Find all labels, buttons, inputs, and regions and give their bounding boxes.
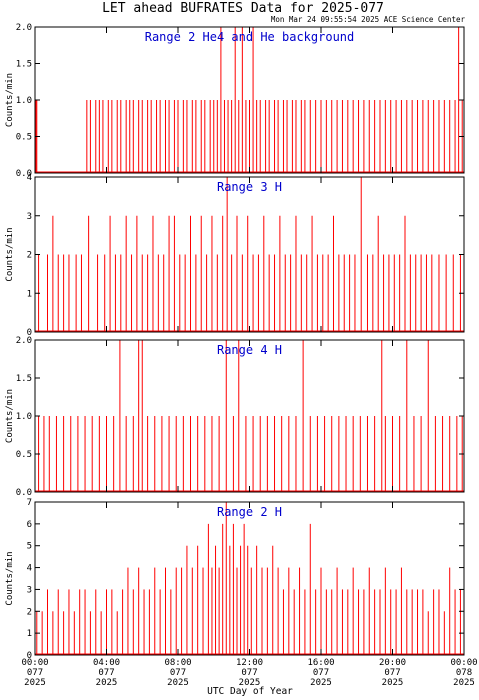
- y-tick-label: 0.0: [16, 488, 32, 498]
- y-tick-label: 1.5: [16, 374, 32, 384]
- y-tick-label: 7: [27, 498, 32, 508]
- x-axis-label: UTC Day of Year: [207, 686, 293, 697]
- y-tick-label: 0.5: [16, 133, 32, 143]
- x-tick-label: 08:00: [164, 658, 191, 668]
- x-tick-label: 2025: [453, 678, 475, 688]
- y-axis-label: Counts/min: [5, 551, 15, 605]
- x-tick-label: 2025: [167, 678, 189, 688]
- y-tick-label: 1.5: [16, 60, 32, 70]
- y-tick-label: 5: [27, 542, 32, 552]
- y-tick-label: 6: [27, 520, 32, 530]
- y-tick-label: 0: [27, 328, 32, 338]
- y-tick-label: 0.0: [16, 169, 32, 179]
- y-tick-label: 1: [27, 289, 32, 299]
- x-tick-label: 077: [241, 668, 257, 678]
- y-tick-label: 2: [27, 607, 32, 617]
- chart-title: LET ahead BUFRATES Data for 2025-077: [102, 1, 384, 16]
- x-tick-label: 00:00: [21, 658, 48, 668]
- panels-group: 0.0 0.5 1.0 1.5 2.0 Range 2 He4 and He backgr…: [5, 23, 478, 688]
- x-tick-label: 077: [170, 668, 186, 678]
- x-tick-label: 078: [456, 668, 472, 678]
- y-axis-label: Counts/min: [5, 73, 15, 127]
- panel-label: Range 3 H: [217, 180, 282, 194]
- y-tick-label: 4: [27, 564, 32, 574]
- y-tick-label: 0: [27, 651, 32, 661]
- y-tick-label: 2: [27, 251, 32, 261]
- x-tick-label: 077: [384, 668, 400, 678]
- y-tick-label: 1.0: [16, 96, 32, 106]
- panel-label: Range 4 H: [217, 343, 282, 357]
- y-axis-label: Counts/min: [5, 227, 15, 281]
- y-tick-label: 2.0: [16, 23, 32, 33]
- y-tick-label: 2.0: [16, 336, 32, 346]
- x-tick-label: 2025: [24, 678, 46, 688]
- y-tick-label: 0.5: [16, 450, 32, 460]
- x-tick-label: 077: [98, 668, 114, 678]
- x-tick-label: 2025: [382, 678, 404, 688]
- x-tick-label: 00:00: [450, 658, 477, 668]
- x-tick-label: 077: [27, 668, 43, 678]
- chart-timestamp: Mon Mar 24 09:55:54 2025 ACE Science Cen…: [271, 15, 466, 24]
- x-tick-label: 2025: [96, 678, 118, 688]
- x-tick-label: 16:00: [307, 658, 334, 668]
- y-tick-label: 4: [27, 173, 32, 183]
- y-tick-label: 3: [27, 212, 32, 222]
- y-tick-label: 1: [27, 629, 32, 639]
- y-tick-label: 1.0: [16, 412, 32, 422]
- y-axis-label: Counts/min: [5, 389, 15, 443]
- panel-label: Range 2 He4 and He background: [145, 30, 355, 44]
- x-tick-label: 2025: [239, 678, 261, 688]
- panel-label: Range 2 H: [217, 505, 282, 519]
- y-tick-label: 3: [27, 585, 32, 595]
- x-tick-label: 2025: [310, 678, 332, 688]
- x-tick-label: 077: [313, 668, 329, 678]
- x-tick-label: 04:00: [93, 658, 120, 668]
- x-tick-label: 20:00: [379, 658, 406, 668]
- x-tick-label: 12:00: [236, 658, 263, 668]
